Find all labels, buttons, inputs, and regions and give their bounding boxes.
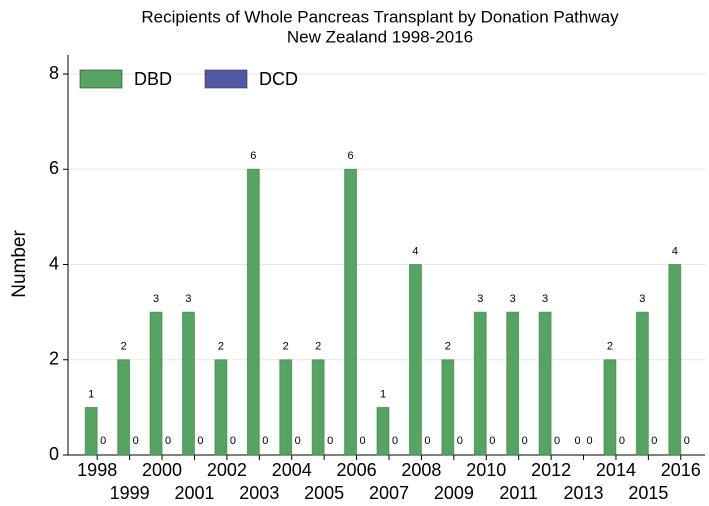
bar — [117, 359, 131, 456]
y-tick-label: 6 — [49, 158, 59, 178]
bar — [246, 168, 260, 456]
value-label: 0 — [586, 435, 592, 447]
chart-title: Recipients of Whole Pancreas Transplant … — [141, 7, 619, 26]
y-tick-label: 8 — [49, 63, 59, 83]
bar — [181, 311, 195, 456]
x-tick-label: 2002 — [207, 460, 247, 480]
value-label: 0 — [197, 435, 203, 447]
bar — [344, 168, 358, 456]
value-label: 3 — [153, 293, 159, 305]
value-label: 6 — [348, 150, 354, 162]
value-label: 0 — [360, 435, 366, 447]
value-label: 6 — [250, 150, 256, 162]
value-label: 0 — [230, 435, 236, 447]
value-label: 2 — [315, 341, 321, 353]
value-label: 0 — [100, 435, 106, 447]
x-tick-label: 2013 — [564, 483, 604, 503]
chart-subtitle: New Zealand 1998-2016 — [287, 27, 473, 46]
y-tick-label: 4 — [49, 253, 59, 273]
bar — [311, 359, 325, 456]
bar — [214, 359, 228, 456]
x-tick-label: 2008 — [401, 460, 441, 480]
bar — [84, 406, 98, 456]
x-tick-label: 2010 — [466, 460, 506, 480]
legend-label: DCD — [259, 69, 298, 89]
value-label: 1 — [380, 388, 386, 400]
x-tick-label: 2006 — [337, 460, 377, 480]
legend-swatch — [79, 69, 123, 89]
x-tick-label: 2009 — [434, 483, 474, 503]
value-label: 0 — [522, 435, 528, 447]
x-tick-label: 2014 — [596, 460, 636, 480]
value-label: 2 — [218, 341, 224, 353]
value-label: 0 — [165, 435, 171, 447]
value-label: 0 — [574, 435, 580, 447]
x-tick-label: 1998 — [77, 460, 117, 480]
value-label: 3 — [185, 293, 191, 305]
bar — [408, 264, 422, 456]
x-tick-label: 2005 — [304, 483, 344, 503]
x-tick-label: 2011 — [499, 483, 538, 503]
x-tick-label: 2003 — [239, 483, 279, 503]
x-tick-label: 2015 — [628, 483, 668, 503]
bar — [506, 311, 520, 456]
value-label: 2 — [283, 341, 289, 353]
legend-label: DBD — [134, 69, 172, 89]
x-tick-label: 2007 — [369, 483, 409, 503]
value-label: 0 — [619, 435, 625, 447]
value-label: 3 — [510, 293, 516, 305]
value-label: 0 — [424, 435, 430, 447]
legend-swatch — [204, 69, 248, 89]
bar — [668, 264, 682, 456]
bar — [441, 359, 455, 456]
bar — [603, 359, 617, 456]
y-tick-label: 0 — [49, 444, 59, 464]
value-label: 0 — [133, 435, 139, 447]
value-label: 0 — [392, 435, 398, 447]
x-tick-label: 1999 — [110, 483, 150, 503]
value-label: 2 — [607, 341, 613, 353]
value-label: 4 — [412, 245, 418, 257]
value-label: 2 — [445, 341, 451, 353]
y-axis-label: Number — [9, 230, 30, 298]
value-label: 3 — [639, 293, 645, 305]
y-tick-label: 2 — [49, 349, 59, 369]
value-label: 1 — [88, 388, 94, 400]
value-label: 3 — [477, 293, 483, 305]
value-label: 0 — [327, 435, 333, 447]
value-label: 0 — [295, 435, 301, 447]
bar — [473, 311, 487, 456]
value-label: 0 — [262, 435, 268, 447]
value-label: 4 — [672, 245, 678, 257]
value-label: 0 — [457, 435, 463, 447]
bar — [149, 311, 163, 456]
value-label: 3 — [542, 293, 548, 305]
x-tick-label: 2012 — [531, 460, 571, 480]
x-tick-label: 2016 — [661, 460, 701, 480]
value-label: 2 — [121, 341, 127, 353]
bar — [538, 311, 552, 456]
x-tick-label: 2000 — [142, 460, 182, 480]
bar — [376, 406, 390, 456]
bar — [635, 311, 649, 456]
value-label: 0 — [489, 435, 495, 447]
value-label: 0 — [554, 435, 560, 447]
value-label: 0 — [684, 435, 690, 447]
bar — [279, 359, 293, 456]
value-label: 0 — [651, 435, 657, 447]
x-tick-label: 2001 — [174, 483, 214, 503]
x-tick-label: 2004 — [272, 460, 312, 480]
